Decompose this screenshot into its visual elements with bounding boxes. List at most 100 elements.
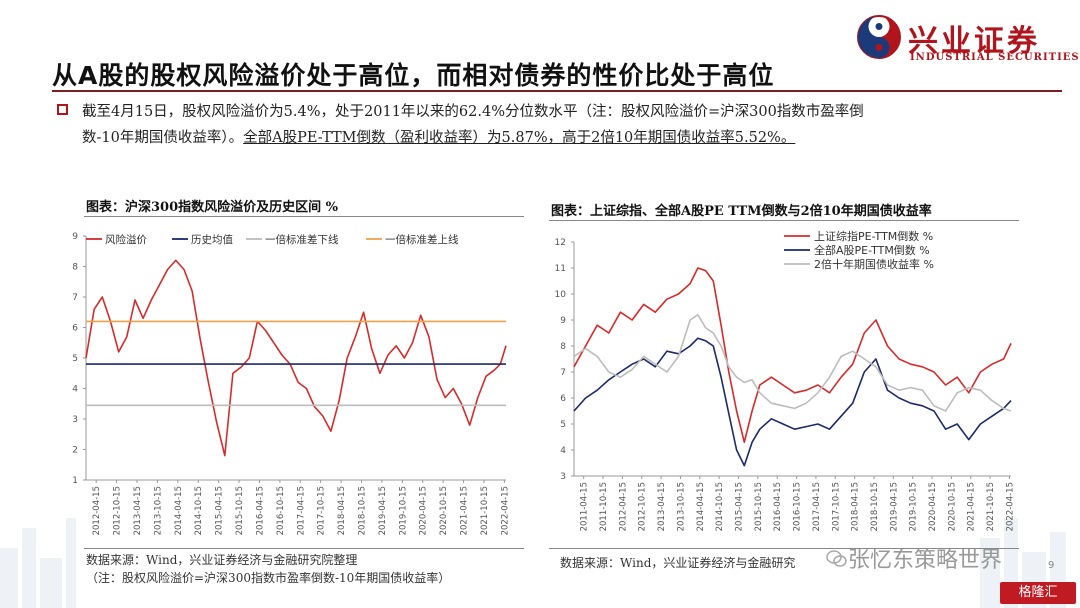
right-x-tick-label: 2019-04-15 — [889, 482, 899, 531]
left-x-tick-label: 2015-04-15 — [215, 486, 225, 535]
right-y-tick-label: 6 — [560, 394, 566, 404]
right-y-tick-label: 11 — [555, 264, 566, 274]
left-x-tick-label: 2022-04-15 — [500, 486, 510, 535]
brand-name: 兴业证券 — [908, 24, 1040, 59]
left-x-tick-label: 2020-04-15 — [419, 486, 429, 535]
right-chart-title-rule — [549, 220, 1019, 221]
right-x-tick-label: 2021-04-15 — [967, 482, 977, 531]
left-x-tick-label: 2013-04-15 — [133, 486, 143, 535]
summary-line-1: 截至4月15日，股权风险溢价为5.4%，处于2011年以来的62.4%分位数水平… — [82, 104, 864, 120]
right-x-tick-label: 2018-04-15 — [851, 482, 861, 531]
right-x-tick-label: 2022-04-15 — [1005, 482, 1015, 531]
right-y-tick-label: 8 — [560, 342, 566, 352]
left-y-tick-label: 4 — [72, 385, 78, 395]
left-source-line-1: 数据来源：Wind，兴业证券经济与金融研究院整理 — [86, 553, 358, 567]
left-x-tick-label: 2017-04-15 — [296, 486, 306, 535]
right-source-line-1: 数据来源：Wind，兴业证券经济与金融研究 — [560, 556, 796, 570]
right-y-tick-label: 4 — [560, 446, 566, 456]
left-x-tick-label: 2016-10-15 — [276, 486, 286, 535]
brand-name-en: INDUSTRIAL SECURITIES — [910, 52, 1080, 63]
left-source-line-2: （注：股权风险溢价=沪深300指数市盈率倒数-10年期国债收益率） — [86, 571, 451, 585]
right-x-tick-label: 2020-10-15 — [947, 482, 957, 531]
brand-logo: 兴业证券 INDUSTRIAL SECURITIES — [856, 14, 1079, 66]
summary-line-2-underlined: 全部A股PE-TTM倒数（盈利收益率）为5.87%，高于2倍10年期国债收益率5… — [243, 130, 796, 146]
left-x-tick-label: 2019-10-15 — [398, 486, 408, 535]
left-y-tick-label: 5 — [72, 354, 78, 364]
right-x-tick-label: 2016-10-15 — [793, 482, 803, 531]
left-x-tick-label: 2020-10-15 — [439, 486, 449, 535]
left-y-tick-label: 7 — [72, 293, 78, 303]
right-y-tick-label: 3 — [560, 472, 566, 482]
left-y-tick-label: 8 — [72, 263, 78, 273]
bullet-square-icon — [57, 104, 68, 115]
right-x-tick-label: 2018-10-15 — [870, 482, 880, 531]
right-series-line-1 — [573, 267, 1012, 443]
left-x-tick-label: 2016-04-15 — [255, 486, 265, 535]
left-legend-label: 一倍标准差下线 — [265, 233, 339, 246]
left-x-tick-label: 2018-04-15 — [337, 486, 347, 535]
left-legend-label: 历史均值 — [191, 233, 233, 246]
right-x-tick-label: 2014-04-15 — [696, 482, 706, 531]
left-y-tick-label: 6 — [72, 324, 78, 334]
page-number: 9 — [1048, 560, 1055, 571]
left-x-tick-label: 2017-10-15 — [317, 486, 327, 535]
left-y-tick-label: 2 — [72, 446, 78, 456]
right-y-tick-label: 7 — [560, 368, 566, 378]
right-x-tick-label: 2016-04-15 — [773, 482, 783, 531]
wechat-icon — [826, 550, 847, 567]
left-legend-label: 风险溢价 — [105, 233, 147, 246]
summary-paragraph: 截至4月15日，股权风险溢价为5.4%，处于2011年以来的62.4%分位数水平… — [82, 99, 1042, 151]
left-x-tick-label: 2012-04-15 — [92, 486, 102, 535]
right-x-tick-label: 2014-10-15 — [715, 482, 725, 531]
left-x-tick-label: 2012-10-15 — [113, 486, 123, 535]
page-title: 从A股的股权风险溢价处于高位，而相对债券的性价比处于高位 — [52, 61, 775, 90]
left-y-tick-label: 9 — [72, 232, 78, 242]
right-y-tick-label: 12 — [555, 238, 566, 248]
right-x-tick-label: 2015-04-15 — [735, 482, 745, 531]
right-x-tick-label: 2020-04-15 — [928, 482, 938, 531]
right-x-tick-label: 2012-10-15 — [638, 482, 648, 531]
right-legend-label: 2倍十年期国债收益率 % — [814, 257, 934, 271]
title-divider — [52, 90, 1062, 92]
right-x-tick-label: 2011-04-15 — [580, 482, 590, 531]
left-x-tick-label: 2014-04-15 — [174, 486, 184, 535]
right-legend-label: 全部A股PE-TTM倒数 % — [814, 243, 930, 257]
right-x-tick-label: 2015-10-15 — [754, 482, 764, 531]
right-x-tick-label: 2013-04-15 — [657, 482, 667, 531]
left-x-tick-label: 2021-10-15 — [480, 486, 490, 535]
watermark-text: 张忆东策略世界 — [848, 548, 1003, 573]
right-legend-label: 上证综指PE-TTM倒数 % — [814, 229, 933, 243]
left-chart: 1 2 3 4 5 6 7 8 9 2012-04-15 2012-10-15 2013-04-15 2… — [72, 232, 510, 535]
brand-logo-icon — [857, 15, 901, 59]
right-x-tick-label: 2011-10-15 — [599, 482, 609, 531]
left-chart-title: 图表：沪深300指数风险溢价及历史区间 % — [86, 200, 339, 215]
right-chart-title: 图表：上证综指、全部A股PE TTM倒数与2倍10年期国债收益率 — [551, 204, 932, 219]
corner-badge: 格隆汇 — [1000, 582, 1076, 604]
right-y-tick-label: 10 — [555, 290, 567, 300]
right-x-tick-label: 2017-04-15 — [812, 482, 822, 531]
right-series-line-2 — [573, 337, 1012, 467]
right-y-tick-label: 5 — [560, 420, 566, 430]
left-x-tick-label: 2015-10-15 — [235, 486, 245, 535]
left-legend-label: 一倍标准差上线 — [385, 233, 459, 246]
right-x-tick-label: 2021-10-15 — [986, 482, 996, 531]
right-y-tick-label: 9 — [560, 316, 566, 326]
right-source-rule — [549, 548, 1019, 549]
left-y-tick-label: 1 — [72, 476, 78, 486]
right-series-line-3 — [573, 314, 1012, 412]
left-x-tick-label: 2019-04-15 — [378, 486, 388, 535]
left-x-tick-label: 2013-10-15 — [153, 486, 163, 535]
right-x-tick-label: 2012-04-15 — [618, 482, 628, 531]
right-x-tick-label: 2019-10-15 — [909, 482, 919, 531]
right-x-tick-label: 2013-10-15 — [676, 482, 686, 531]
left-x-tick-label: 2021-04-15 — [460, 486, 470, 535]
left-x-tick-label: 2018-10-15 — [358, 486, 368, 535]
watermark: 张忆东策略世界 — [826, 542, 1002, 574]
right-x-tick-label: 2017-10-15 — [831, 482, 841, 531]
left-chart-title-rule — [84, 216, 524, 217]
right-chart: 3 4 5 6 7 8 9 10 11 12 2011-04-15 2011-10-15 2012-04… — [555, 229, 1016, 531]
summary-line-2-text: 数-10年期国债收益率）。 — [82, 130, 244, 146]
left-series-line-1 — [85, 259, 507, 457]
summary-line-2: 数-10年期国债收益率）。全部A股PE-TTM倒数（盈利收益率）为5.87%，高… — [82, 125, 1042, 151]
left-y-tick-label: 3 — [72, 415, 78, 425]
